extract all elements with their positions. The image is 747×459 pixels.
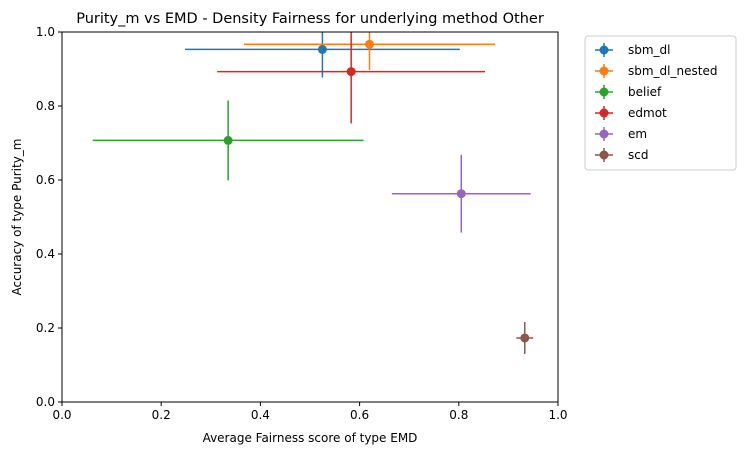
y-tick-label: 0.4	[36, 247, 55, 261]
y-tick-label: 1.0	[36, 25, 55, 39]
legend-swatch-marker	[599, 108, 609, 118]
legend-item-sbm-dl-nested: sbm_dl_nested	[595, 64, 717, 78]
plot-frame	[61, 31, 559, 403]
series-sbm-dl	[185, 32, 460, 78]
legend-label: sbm_dl	[628, 43, 671, 57]
series-em	[391, 154, 531, 233]
x-tick-label: 1.0	[548, 408, 567, 422]
legend-swatch-marker	[599, 129, 609, 139]
x-axis-ticks: 0.0 0.2 0.4 0.6 0.8 1.0	[52, 402, 568, 422]
y-tick-label: 0.6	[36, 173, 55, 187]
legend-swatch-marker	[599, 45, 609, 55]
legend-item-sbm-dl: sbm_dl	[595, 43, 671, 57]
legend-label: em	[628, 127, 647, 141]
legend-item-belief: belief	[595, 85, 662, 99]
legend-label: belief	[628, 85, 662, 99]
legend-label: edmot	[628, 106, 667, 120]
y-axis-ticks: 0.0 0.2 0.4 0.6 0.8 1.0	[36, 25, 62, 409]
legend-swatch-marker	[599, 87, 609, 97]
data-point	[456, 189, 466, 199]
x-tick-label: 0.0	[52, 408, 71, 422]
y-tick-label: 0.8	[36, 99, 55, 113]
y-tick-label: 0.0	[36, 395, 55, 409]
x-tick-label: 0.2	[152, 408, 171, 422]
data-point	[520, 333, 530, 343]
series-belief	[92, 100, 364, 181]
legend-frame	[584, 35, 737, 171]
legend-item-edmot: edmot	[595, 106, 667, 120]
y-axis-label: Accuracy of type Purity_m	[10, 139, 24, 296]
series-sbm-dl-nested	[244, 32, 496, 71]
x-tick-label: 0.8	[449, 408, 468, 422]
series-layer	[92, 32, 534, 354]
x-axis-label: Average Fairness score of type EMD	[203, 431, 418, 445]
legend-swatch-marker	[599, 66, 609, 76]
legend-label: scd	[628, 148, 648, 162]
y-tick-label: 0.2	[36, 321, 55, 335]
data-point	[223, 135, 233, 145]
legend-item-em: em	[595, 127, 647, 141]
data-point	[346, 67, 356, 77]
x-tick-label: 0.6	[350, 408, 369, 422]
x-tick-label: 0.4	[251, 408, 270, 422]
legend-swatch-marker	[599, 150, 609, 160]
data-point	[317, 44, 327, 54]
series-edmot	[217, 32, 486, 124]
legend-item-scd: scd	[595, 148, 648, 162]
chart-title: Purity_m vs EMD - Density Fairness for u…	[76, 11, 544, 27]
data-point	[365, 39, 375, 49]
series-scd	[516, 322, 534, 354]
legend-label: sbm_dl_nested	[628, 64, 717, 78]
